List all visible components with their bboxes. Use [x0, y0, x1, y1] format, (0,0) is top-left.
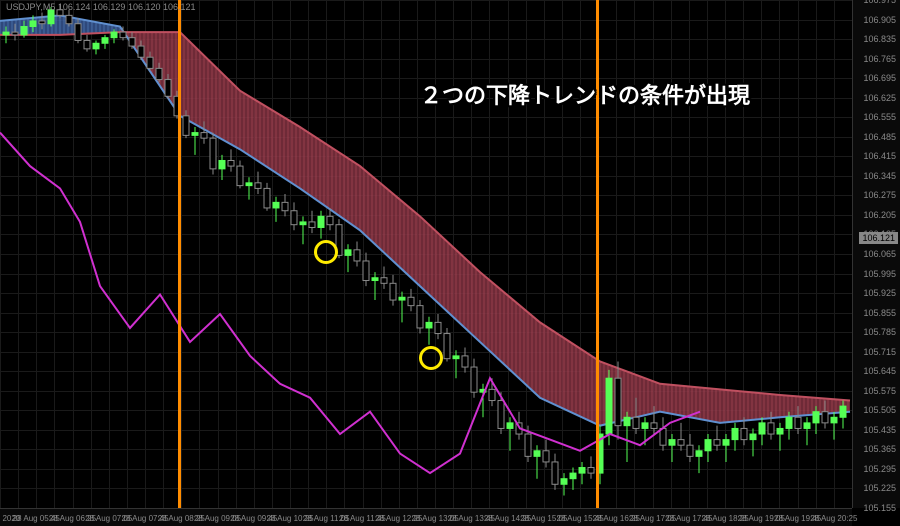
price-tick: 105.365: [863, 444, 896, 454]
time-tick: 28 Aug 20:25: [810, 514, 857, 523]
price-tick: 106.905: [863, 15, 896, 25]
ohlc-label: 106.124 106.129 106.120 106.121: [58, 2, 196, 12]
current-price-label: 106.121: [859, 232, 898, 244]
marker-vline: [596, 0, 599, 508]
price-tick: 105.925: [863, 288, 896, 298]
plot-area[interactable]: ２つの下降トレンドの条件が出現: [0, 0, 852, 508]
highlight-circle: [314, 240, 338, 264]
price-tick: 105.505: [863, 405, 896, 415]
price-tick: 106.625: [863, 93, 896, 103]
price-tick: 106.275: [863, 190, 896, 200]
price-tick: 106.975: [863, 0, 896, 5]
highlight-circle: [419, 346, 443, 370]
annotation-text: ２つの下降トレンドの条件が出現: [420, 78, 750, 110]
price-tick: 106.345: [863, 171, 896, 181]
price-tick: 105.855: [863, 308, 896, 318]
price-tick: 105.995: [863, 269, 896, 279]
chart-header: USDJPY,M5 106.124 106.129 106.120 106.12…: [6, 2, 196, 12]
price-tick: 106.555: [863, 112, 896, 122]
price-tick: 106.485: [863, 132, 896, 142]
price-tick: 106.835: [863, 34, 896, 44]
price-tick: 106.065: [863, 249, 896, 259]
price-tick: 105.645: [863, 366, 896, 376]
price-tick: 105.225: [863, 483, 896, 493]
price-tick: 105.715: [863, 347, 896, 357]
indicator-lines: [0, 0, 852, 508]
symbol-label: USDJPY,M5: [6, 2, 55, 12]
price-tick: 106.765: [863, 54, 896, 64]
price-tick: 105.155: [863, 503, 896, 513]
time-axis: 8 Aug 202028 Aug 05:4528 Aug 06:2528 Aug…: [0, 508, 852, 526]
price-axis: 106.975 106.905 106.835 106.765 106.695 106.6…: [852, 0, 900, 508]
price-tick: 105.785: [863, 327, 896, 337]
marker-vline: [178, 0, 181, 508]
price-tick: 106.205: [863, 210, 896, 220]
price-tick: 106.695: [863, 73, 896, 83]
price-tick: 105.435: [863, 425, 896, 435]
price-tick: 106.415: [863, 151, 896, 161]
price-tick: 105.295: [863, 464, 896, 474]
price-tick: 105.575: [863, 386, 896, 396]
chart-container: USDJPY,M5 106.124 106.129 106.120 106.12…: [0, 0, 900, 526]
